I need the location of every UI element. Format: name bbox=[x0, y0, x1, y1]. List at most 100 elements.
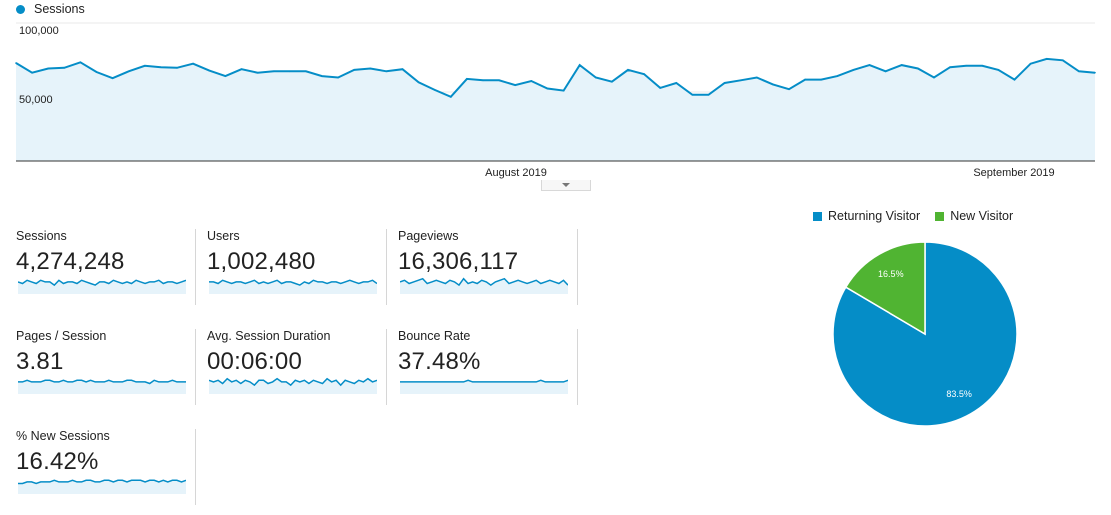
x-label-september: September 2019 bbox=[973, 167, 1054, 179]
data-point bbox=[31, 71, 33, 74]
metric-pages-per-session[interactable]: Pages / Session 3.81 bbox=[16, 329, 196, 405]
data-point bbox=[417, 81, 420, 84]
metric-label: Sessions bbox=[16, 229, 67, 243]
data-point bbox=[820, 78, 823, 81]
legend-item-returning-visitor[interactable]: Returning Visitor bbox=[813, 209, 920, 223]
data-point bbox=[144, 64, 146, 67]
metric-label: Pageviews bbox=[398, 229, 459, 243]
data-point bbox=[256, 71, 259, 74]
pie-slice-returning-visitor[interactable] bbox=[832, 241, 1018, 427]
returning-visitor-swatch bbox=[813, 211, 822, 221]
data-point bbox=[514, 84, 517, 86]
pie-slice-new-visitor[interactable] bbox=[844, 241, 926, 336]
sparkline-line bbox=[18, 279, 186, 287]
data-point bbox=[836, 75, 839, 77]
data-point bbox=[95, 71, 98, 73]
data-point bbox=[176, 67, 178, 69]
metric-value: 00:06:00 bbox=[207, 348, 303, 375]
metric-value: 4,274,248 bbox=[16, 248, 125, 275]
data-point bbox=[917, 67, 919, 70]
data-point bbox=[578, 64, 581, 66]
sparkline-fill bbox=[18, 380, 186, 394]
sessions-legend: Sessions bbox=[16, 2, 85, 16]
data-point bbox=[530, 80, 533, 82]
data-point bbox=[47, 67, 50, 70]
metric-pageviews[interactable]: Pageviews 16,306,117 bbox=[398, 229, 578, 305]
sparkline-fill bbox=[209, 280, 377, 294]
visitor-type-pie-chart[interactable]: 83.5% 16.5% bbox=[830, 240, 1020, 430]
data-point bbox=[288, 70, 291, 73]
data-point bbox=[611, 80, 613, 83]
legend-item-new-visitor[interactable]: New Visitor bbox=[935, 209, 1013, 223]
data-point bbox=[707, 93, 710, 96]
metric-new-sessions[interactable]: % New Sessions 16.42% bbox=[16, 429, 196, 505]
sessions-legend-label: Sessions bbox=[34, 2, 85, 16]
sparkline-line bbox=[18, 479, 186, 485]
data-point bbox=[498, 79, 500, 82]
data-point bbox=[385, 70, 388, 73]
metric-label: % New Sessions bbox=[16, 429, 110, 443]
data-point bbox=[675, 82, 678, 84]
metric-sparkline bbox=[400, 379, 568, 394]
sparkline-line bbox=[209, 377, 377, 387]
pie-legend: Returning Visitor New Visitor bbox=[813, 209, 1028, 223]
metric-value: 16,306,117 bbox=[398, 248, 519, 275]
data-point bbox=[337, 76, 339, 79]
data-point bbox=[466, 78, 468, 80]
metric-avg-session-duration[interactable]: Avg. Session Duration 00:06:00 bbox=[207, 329, 387, 405]
data-point bbox=[852, 69, 855, 71]
metric-label: Bounce Rate bbox=[398, 329, 471, 343]
new-visitor-swatch bbox=[935, 211, 945, 221]
sessions-points bbox=[15, 58, 1096, 98]
data-point bbox=[659, 87, 661, 89]
sparkline-fill bbox=[209, 378, 377, 394]
data-point bbox=[997, 69, 1000, 71]
data-point bbox=[772, 83, 774, 86]
data-point bbox=[160, 66, 162, 68]
metric-value: 3.81 bbox=[16, 348, 64, 375]
data-point bbox=[353, 69, 355, 71]
data-point bbox=[981, 64, 984, 67]
metric-users[interactable]: Users 1,002,480 bbox=[207, 229, 387, 305]
data-point bbox=[949, 66, 951, 68]
metric-sparkline bbox=[209, 279, 377, 294]
data-point bbox=[884, 70, 887, 73]
data-point bbox=[1061, 59, 1064, 62]
metric-value: 1,002,480 bbox=[207, 248, 316, 275]
sessions-area-fill bbox=[16, 58, 1095, 161]
data-point bbox=[1045, 58, 1048, 60]
data-point bbox=[643, 73, 645, 75]
metric-bounce-rate[interactable]: Bounce Rate 37.48% bbox=[398, 329, 578, 405]
data-point bbox=[933, 76, 935, 79]
metric-sparkline bbox=[209, 377, 377, 394]
data-point bbox=[756, 76, 758, 79]
data-point bbox=[63, 67, 66, 69]
sparkline-line bbox=[400, 379, 568, 383]
data-point bbox=[1013, 78, 1016, 81]
sessions-line-chart[interactable]: 100,000 50,000 August 2019 September 201… bbox=[0, 18, 1111, 180]
data-point bbox=[1078, 70, 1080, 73]
data-point bbox=[788, 88, 790, 91]
metric-value: 37.48% bbox=[398, 348, 481, 375]
data-point bbox=[562, 89, 565, 92]
sparkline-fill bbox=[400, 380, 568, 394]
data-point bbox=[868, 64, 871, 66]
y-tick-100000: 100,000 bbox=[19, 25, 59, 37]
data-point bbox=[79, 61, 82, 64]
sparkline-line bbox=[209, 279, 377, 286]
sparkline-line bbox=[18, 379, 186, 385]
sessions-legend-dot bbox=[16, 4, 25, 14]
x-label-august: August 2019 bbox=[485, 167, 547, 179]
data-point bbox=[401, 68, 404, 71]
legend-label: New Visitor bbox=[950, 209, 1014, 223]
data-point bbox=[723, 82, 726, 84]
metric-value: 16.42% bbox=[16, 448, 99, 475]
metric-sparkline bbox=[18, 279, 186, 294]
chart-collapse-toggle[interactable] bbox=[541, 180, 591, 191]
metric-sessions[interactable]: Sessions 4,274,248 bbox=[16, 229, 196, 305]
metric-label: Pages / Session bbox=[16, 329, 107, 343]
metric-label: Avg. Session Duration bbox=[207, 329, 331, 343]
data-point bbox=[272, 70, 275, 73]
legend-label: Returning Visitor bbox=[828, 209, 921, 223]
sparkline-line bbox=[400, 277, 568, 287]
